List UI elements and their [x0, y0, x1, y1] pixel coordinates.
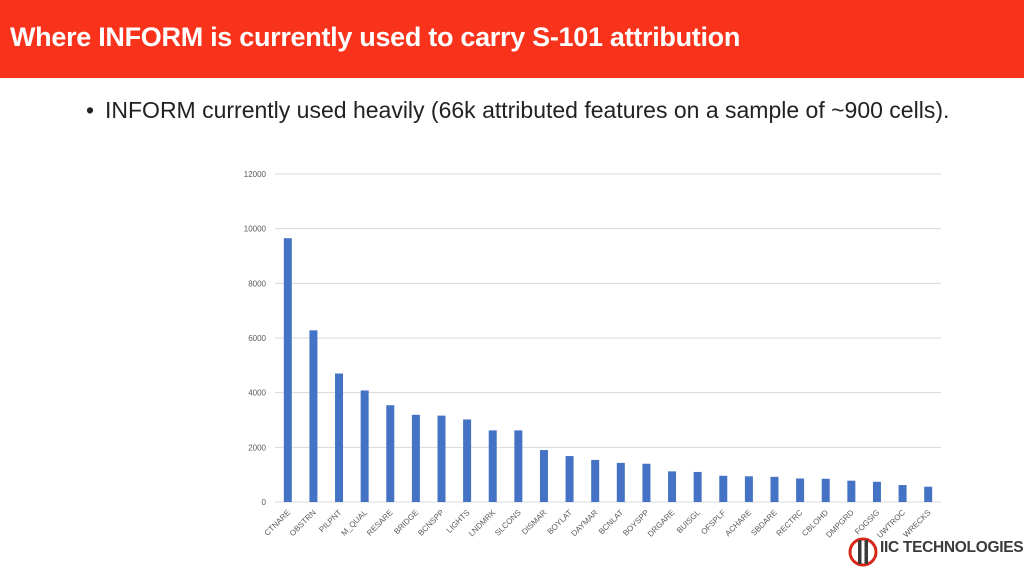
- bar: [437, 415, 446, 502]
- bar: [411, 414, 420, 502]
- bar: [463, 419, 472, 502]
- logo-mark-icon: [848, 537, 878, 567]
- x-tick-label: M_QUAL: [339, 508, 369, 538]
- bar: [642, 463, 651, 502]
- x-tick-label: CTNARE: [263, 508, 293, 538]
- bar: [668, 471, 677, 502]
- y-tick-label: 4000: [248, 389, 266, 398]
- bar: [591, 459, 600, 502]
- y-tick-label: 12000: [244, 170, 267, 179]
- x-tick-label: LNDMRK: [467, 508, 498, 539]
- slide-title: Where INFORM is currently used to carry …: [10, 22, 741, 52]
- x-tick-label: DISMAR: [520, 508, 549, 537]
- bar: [898, 485, 907, 502]
- bar: [565, 456, 574, 502]
- bar: [847, 480, 856, 502]
- bar: [616, 462, 625, 502]
- bar: [744, 476, 753, 502]
- y-tick-label: 2000: [248, 443, 266, 452]
- bar: [539, 450, 548, 502]
- x-tick-label: OBSTRN: [288, 508, 318, 538]
- bar: [872, 481, 881, 502]
- title-bar: Where INFORM is currently used to carry …: [0, 0, 1024, 78]
- x-tick-label: RECTRC: [775, 508, 805, 538]
- y-tick-label: 8000: [248, 279, 266, 288]
- x-tick-label: BUISGL: [675, 508, 703, 536]
- x-tick-label: SBDARE: [749, 508, 779, 538]
- bar: [693, 471, 702, 502]
- x-tick-label: BCNSPP: [416, 508, 446, 538]
- bar: [283, 238, 292, 502]
- bullet-text: INFORM currently used heavily (66k attri…: [105, 97, 950, 123]
- x-tick-label: SLCONS: [493, 508, 523, 538]
- x-tick-label: DRGARE: [646, 508, 677, 539]
- y-tick-label: 0: [262, 498, 267, 507]
- bar: [309, 330, 318, 502]
- bullet-marker: •: [86, 97, 95, 123]
- bar: [335, 373, 344, 502]
- bar: [719, 475, 728, 502]
- x-tick-label: RESARE: [365, 508, 395, 538]
- logo-text: IIC TECHNOLOGIES: [880, 539, 1024, 556]
- bar: [821, 478, 830, 502]
- bar: [360, 390, 369, 502]
- y-tick-label: 6000: [248, 334, 266, 343]
- bar: [796, 478, 805, 502]
- company-logo: IIC TECHNOLOGIES: [846, 530, 1024, 570]
- bar: [924, 486, 933, 502]
- x-tick-label: ACHARE: [723, 508, 753, 538]
- bar: [770, 476, 779, 502]
- x-tick-label: DAYMAR: [569, 508, 599, 538]
- y-tick-label: 10000: [244, 225, 267, 234]
- bar: [488, 430, 497, 502]
- bar: [514, 430, 523, 502]
- bar: [386, 405, 395, 502]
